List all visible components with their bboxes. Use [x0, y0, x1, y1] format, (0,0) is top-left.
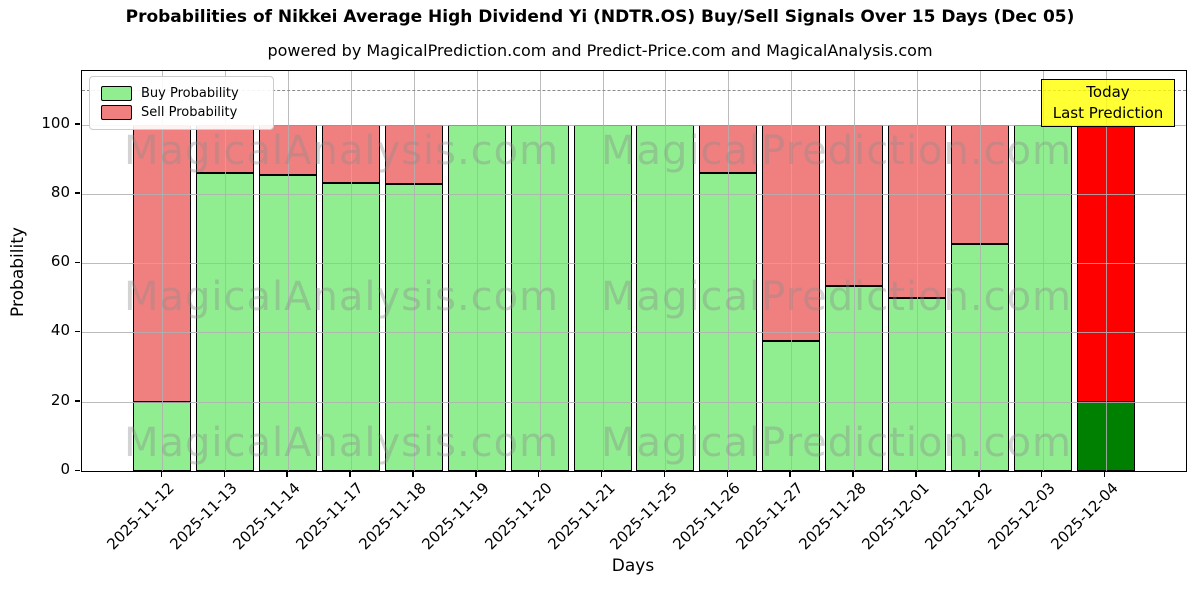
gridline-vertical — [665, 71, 667, 471]
y-tick-mark — [75, 400, 80, 402]
gridline-vertical — [1105, 71, 1107, 471]
x-tick-label: 2025-11-27 — [732, 479, 807, 554]
x-tick-mark — [160, 471, 163, 477]
gridline-horizontal — [82, 401, 1186, 403]
y-axis-label: Probability — [8, 227, 28, 317]
x-tick-mark — [223, 471, 226, 477]
x-tick-label: 2025-11-14 — [229, 479, 304, 554]
gridline-vertical — [476, 71, 478, 471]
gridline-vertical — [854, 71, 856, 471]
x-tick-mark — [349, 471, 351, 477]
y-tick-mark — [75, 469, 80, 471]
legend: Buy Probability Sell Probability — [89, 76, 274, 130]
watermark-text: MagicalAnalysis.com — [124, 420, 560, 466]
gridline-horizontal — [82, 263, 1186, 265]
x-tick-mark — [1040, 471, 1043, 477]
x-tick-label: 2025-11-26 — [669, 479, 745, 554]
legend-swatch-sell — [101, 105, 132, 120]
legend-item-buy: Buy Probability — [101, 84, 263, 103]
chart-subtitle: powered by MagicalPrediction.com and Pre… — [267, 41, 933, 60]
today-annotation: Today Last Prediction — [1041, 79, 1175, 127]
dashed-threshold-line — [82, 90, 1186, 92]
y-tick-mark — [75, 261, 80, 264]
x-tick-mark — [978, 471, 980, 477]
x-tick-mark — [663, 471, 666, 477]
y-tick-label: 20 — [50, 390, 70, 409]
gridline-horizontal — [82, 193, 1186, 195]
x-tick-mark — [537, 471, 540, 477]
x-tick-label: 2025-11-17 — [292, 479, 367, 554]
x-tick-label: 2025-11-19 — [418, 479, 493, 554]
x-tick-mark — [789, 471, 791, 477]
chart-title: Probabilities of Nikkei Average High Div… — [125, 7, 1075, 27]
y-tick-mark — [75, 330, 80, 333]
plot-area: MagicalAnalysis.com MagicalPrediction.com… — [81, 70, 1187, 472]
y-tick-label: 80 — [50, 182, 70, 201]
x-tick-label: 2025-12-03 — [984, 479, 1059, 554]
y-tick-label: 60 — [50, 252, 70, 271]
legend-label-buy: Buy Probability — [141, 86, 239, 101]
gridline-vertical — [288, 71, 290, 471]
y-tick-label: 40 — [50, 321, 70, 340]
x-tick-label: 2025-11-13 — [166, 479, 242, 554]
x-axis-label: Days — [611, 556, 655, 576]
watermark-text: MagicalAnalysis.com — [124, 128, 560, 174]
legend-swatch-buy — [101, 86, 132, 101]
x-tick-mark — [1103, 471, 1106, 477]
watermark-text: MagicalAnalysis.com — [124, 274, 560, 320]
legend-label-sell: Sell Probability — [141, 105, 238, 120]
y-tick-label: 100 — [41, 113, 70, 132]
y-tick-mark — [75, 123, 80, 125]
watermark-text: MagicalPrediction.com — [601, 420, 1072, 466]
x-tick-mark — [475, 471, 477, 477]
gridline-vertical — [916, 71, 918, 471]
watermark-text: MagicalPrediction.com — [601, 128, 1072, 174]
gridline-vertical — [1042, 71, 1044, 471]
x-tick-mark — [286, 471, 288, 477]
x-tick-label: 2025-11-18 — [355, 479, 430, 554]
x-tick-mark — [726, 471, 729, 477]
gridline-vertical — [728, 71, 730, 471]
y-tick-mark — [75, 192, 80, 194]
gridline-vertical — [351, 71, 353, 471]
x-tick-label: 2025-11-20 — [481, 479, 556, 554]
gridline-vertical — [162, 71, 164, 471]
today-annotation-line1: Today — [1086, 83, 1130, 101]
gridline-vertical — [225, 71, 227, 471]
gridline-vertical — [602, 71, 604, 471]
gridline-vertical — [791, 71, 793, 471]
x-tick-mark — [600, 471, 603, 477]
watermark-text: MagicalPrediction.com — [601, 274, 1072, 320]
x-tick-label: 2025-11-28 — [795, 479, 870, 554]
today-annotation-line2: Last Prediction — [1052, 104, 1164, 122]
x-tick-mark — [915, 471, 917, 477]
gridline-vertical — [539, 71, 541, 471]
gridline-vertical — [413, 71, 415, 471]
y-tick-label: 0 — [60, 460, 70, 478]
x-tick-mark — [852, 471, 854, 477]
x-tick-mark — [412, 471, 414, 477]
gridline-horizontal — [82, 332, 1186, 334]
gridline-horizontal — [82, 124, 1186, 126]
legend-item-sell: Sell Probability — [101, 103, 263, 122]
x-tick-label: 2025-12-02 — [921, 479, 996, 554]
gridline-vertical — [979, 71, 981, 471]
x-tick-label: 2025-12-01 — [858, 479, 933, 554]
